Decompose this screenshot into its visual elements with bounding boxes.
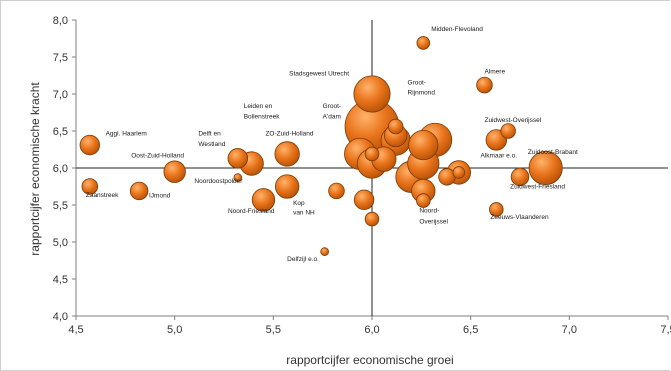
region-label: Alkmaar e.o. <box>481 153 518 160</box>
tick-labels: 4,55,05,56,06,57,07,54,04,55,05,56,06,57… <box>53 15 671 336</box>
region-label: Zaanstreek <box>86 192 119 199</box>
region-label: Kop <box>293 200 305 207</box>
y-tick-label: 6,5 <box>53 126 68 138</box>
region-label: Noord- <box>419 207 439 214</box>
bubble-point <box>500 123 516 139</box>
region-label: Delfzijl e.o. <box>287 256 319 263</box>
y-tick-label: 8,0 <box>53 15 68 27</box>
bubble-point <box>416 36 431 50</box>
bubble-point <box>416 193 431 208</box>
region-label: Noordoostpolder <box>194 178 243 185</box>
region-label: Westland <box>198 141 225 148</box>
bubble-point <box>233 173 243 182</box>
x-tick-label: 7,0 <box>562 324 577 336</box>
bubble-point <box>476 76 493 94</box>
bubble-point <box>163 160 186 183</box>
region-label: ZO-Zuid-Holland <box>265 130 313 137</box>
region-label: Midden-Flevoland <box>431 26 483 33</box>
x-tick-label: 4,5 <box>68 324 83 336</box>
bubble-point <box>353 75 391 113</box>
bubble-point <box>129 181 149 201</box>
bubble-point <box>510 167 530 187</box>
x-tick-label: 7,5 <box>660 324 671 336</box>
region-label: Bollenstreek <box>244 113 281 120</box>
bubble-point <box>274 141 300 167</box>
bubble-point <box>79 134 101 156</box>
bubble-point <box>328 182 345 200</box>
bubble-point <box>528 150 563 186</box>
region-label: IJmond <box>149 193 171 200</box>
y-tick-label: 4,0 <box>53 311 68 323</box>
region-label: van NH <box>293 210 315 217</box>
region-label: Rijnmond <box>408 90 436 97</box>
x-tick-label: 6,5 <box>463 324 478 336</box>
bubble-point <box>320 247 329 256</box>
y-tick-label: 5,5 <box>53 200 68 212</box>
bubble-point <box>81 178 99 195</box>
point-labels-layer: Aggl. Haarlem Oost-Zuid-Holland Zaanstreek… <box>86 26 578 263</box>
x-axis-title: rapportcijfer economische groei <box>286 353 453 367</box>
region-label: A'dam <box>323 113 341 120</box>
bubble-point <box>364 146 380 162</box>
bubble-point <box>489 202 504 217</box>
region-label: Zeeuws-Vlaanderen <box>490 214 549 221</box>
bubble-point <box>387 118 404 135</box>
y-tick-label: 6,0 <box>53 163 68 175</box>
x-tick-label: 6,0 <box>364 324 379 336</box>
region-label: Zuidwest-Friesland <box>510 184 565 191</box>
x-tick-label: 5,5 <box>266 324 281 336</box>
bubble-point <box>227 148 249 169</box>
region-label: Groot- <box>323 103 341 110</box>
region-label: Stadsgewest Utrecht <box>289 71 349 78</box>
y-tick-label: 7,5 <box>53 52 68 64</box>
y-tick-label: 5,0 <box>53 237 68 249</box>
y-axis-title: rapportcijfer economische kracht <box>28 82 42 256</box>
y-tick-label: 4,5 <box>53 274 68 286</box>
region-label: Noord-Friesland <box>228 208 275 215</box>
region-label: Almere <box>484 68 505 75</box>
x-tick-label: 5,0 <box>167 324 182 336</box>
region-label: Aggl. Haarlem <box>106 130 147 137</box>
bubble-point <box>452 166 466 179</box>
region-label: Groot- <box>408 79 426 86</box>
bubbles-layer <box>79 36 563 256</box>
bubble-point <box>274 174 300 199</box>
region-label: Oost-Zuid-Holland <box>131 153 184 160</box>
y-tick-label: 7,0 <box>53 89 68 101</box>
region-label: Zuidoost-Brabant <box>528 149 578 156</box>
bubble-point <box>353 189 375 211</box>
bubble-point <box>364 211 380 227</box>
region-label: Zuidwest-Overijssel <box>484 117 541 124</box>
region-label: Leiden en <box>244 103 273 110</box>
bubble-point <box>408 129 439 161</box>
bubble-point <box>251 188 276 212</box>
region-label: Overijssel <box>419 219 448 226</box>
region-label: Delft en <box>198 130 221 137</box>
